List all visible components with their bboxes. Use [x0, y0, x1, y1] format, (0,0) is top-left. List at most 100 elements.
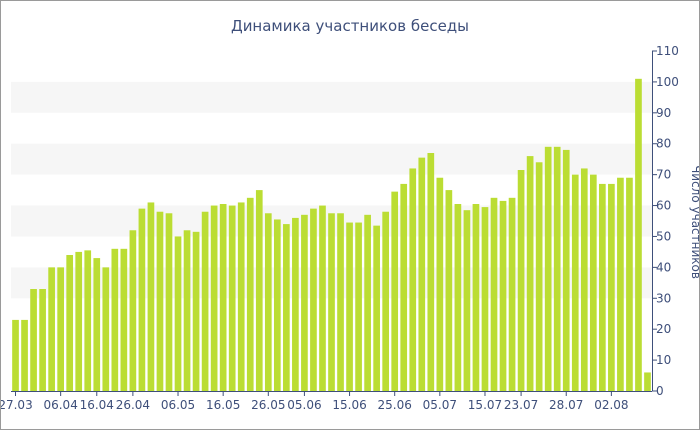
- bar: [409, 168, 417, 391]
- bar: [364, 214, 371, 391]
- x-tick-label: 05.07: [423, 398, 457, 412]
- bar: [599, 183, 606, 391]
- bar: [427, 153, 435, 391]
- bar: [147, 202, 155, 391]
- x-tick-label: 05.06: [287, 398, 321, 412]
- x-tick-label: 15.06: [332, 398, 366, 412]
- bar: [544, 146, 552, 391]
- bar: [319, 205, 326, 391]
- bar: [580, 168, 588, 391]
- bar: [589, 174, 597, 391]
- bars: [12, 78, 651, 392]
- bar: [635, 78, 642, 392]
- bar: [608, 183, 615, 391]
- bar: [499, 200, 507, 391]
- y-tick-label: 110: [656, 44, 679, 58]
- x-tick-label: 16.04: [80, 398, 114, 412]
- bar: [84, 250, 92, 391]
- bar: [508, 197, 516, 391]
- y-tick-label: 20: [656, 322, 671, 336]
- bar: [21, 319, 28, 391]
- bar: [400, 183, 408, 391]
- bar: [535, 162, 543, 391]
- bar: [66, 255, 74, 391]
- bar: [373, 225, 380, 391]
- bar: [391, 191, 399, 391]
- bar: [481, 207, 489, 391]
- bar: [553, 146, 561, 391]
- bar: [463, 210, 471, 391]
- bar: [12, 319, 19, 391]
- y-axis-label: Число участников: [689, 165, 699, 279]
- bar: [183, 230, 191, 391]
- bar: [120, 248, 128, 391]
- bar: [571, 174, 579, 391]
- x-tick-label: 28.07: [549, 398, 583, 412]
- bar: [418, 157, 426, 391]
- bar: [355, 222, 362, 391]
- bar: [283, 224, 290, 391]
- bar: [138, 208, 146, 391]
- bar: [644, 372, 651, 391]
- x-tick-label: 06.05: [161, 398, 195, 412]
- bar: [246, 197, 254, 391]
- bar: [490, 197, 498, 391]
- bar: [626, 177, 633, 391]
- bar: [292, 217, 299, 391]
- bar: [57, 267, 64, 391]
- bar: [454, 204, 462, 391]
- x-tick-label: 26.04: [116, 398, 150, 412]
- bar: [210, 205, 218, 391]
- y-tick-label: 50: [656, 229, 671, 243]
- bar: [273, 219, 281, 391]
- y-tick-label: 30: [656, 291, 671, 305]
- y-tick-label: 60: [656, 199, 671, 213]
- y-tick-label: 0: [656, 384, 664, 398]
- bar: [156, 211, 164, 391]
- bar: [264, 213, 272, 391]
- bar: [337, 213, 344, 391]
- x-tick-label: 26.05: [251, 398, 285, 412]
- y-tick-label: 90: [656, 106, 671, 120]
- bar: [30, 289, 37, 391]
- bar: [255, 190, 263, 391]
- y-tick-label: 10: [656, 353, 671, 367]
- bar: [165, 213, 173, 391]
- bar: [346, 222, 353, 391]
- bar: [237, 202, 245, 391]
- y-tick-label: 40: [656, 260, 671, 274]
- bar: [517, 170, 525, 391]
- background-band: [11, 81, 652, 113]
- bar: [617, 177, 624, 391]
- bar: [445, 190, 453, 391]
- bar: [192, 231, 200, 391]
- x-tick-label: 16.05: [206, 398, 240, 412]
- y-tick-label: 100: [656, 75, 679, 89]
- bar: [93, 258, 101, 391]
- bar: [301, 214, 308, 391]
- bar: [310, 208, 317, 391]
- bar: [102, 267, 110, 391]
- y-tick-label: 80: [656, 137, 671, 151]
- bar: [328, 213, 335, 391]
- x-tick-label: 25.06: [378, 398, 412, 412]
- bar: [201, 211, 209, 391]
- x-tick-label: 23.07: [504, 398, 538, 412]
- x-tick-label: 02.08: [594, 398, 628, 412]
- bar: [174, 236, 182, 391]
- bar: [526, 156, 534, 391]
- bar: [75, 251, 83, 391]
- y-tick-label: 70: [656, 168, 671, 182]
- bar: [436, 177, 444, 391]
- x-tick-label: 06.04: [43, 398, 77, 412]
- bar: [228, 205, 236, 391]
- bar: [562, 149, 570, 391]
- bar: [382, 211, 390, 391]
- bar: [472, 204, 480, 391]
- bar: [129, 230, 137, 391]
- chart-title: Динамика участников беседы: [231, 17, 469, 35]
- bar: [39, 289, 46, 391]
- bar: [111, 248, 119, 391]
